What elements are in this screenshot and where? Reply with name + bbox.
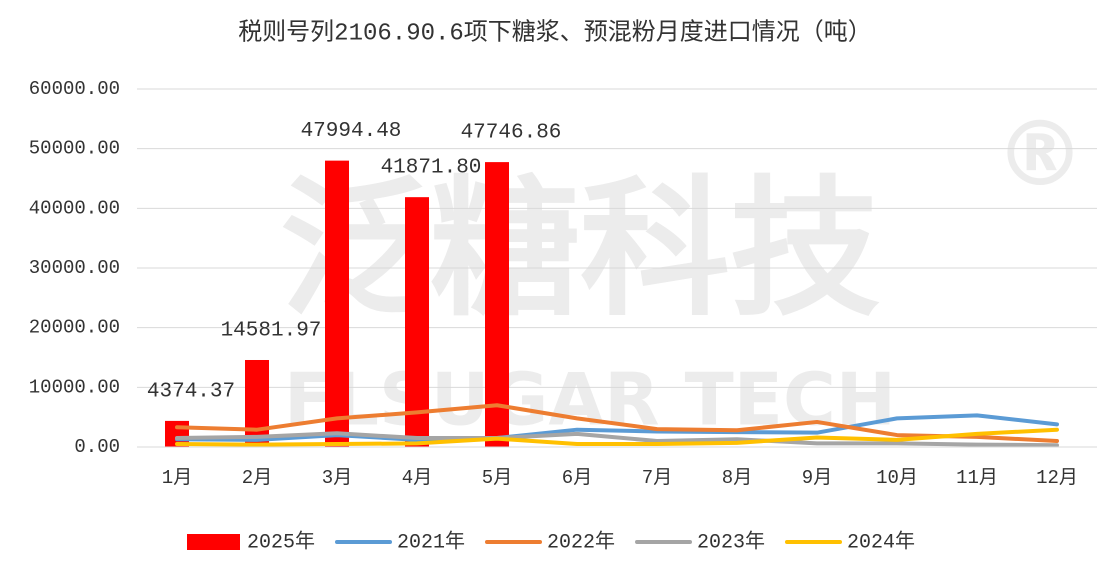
data-label: 4374.37 bbox=[147, 380, 235, 403]
y-tick-label: 50000.00 bbox=[29, 138, 120, 160]
watermark-sub: FLSUGAR TECH bbox=[284, 358, 896, 442]
bar bbox=[325, 160, 349, 447]
y-tick-label: 40000.00 bbox=[29, 197, 120, 219]
x-tick-label: 6月 bbox=[562, 467, 592, 489]
x-tick-label: 9月 bbox=[802, 467, 832, 489]
x-tick-label: 7月 bbox=[642, 467, 672, 489]
watermark-mark: ® bbox=[995, 102, 1085, 207]
legend-label: 2025年 bbox=[247, 529, 315, 554]
legend-label: 2022年 bbox=[547, 529, 615, 554]
x-tick-label: 10月 bbox=[876, 467, 918, 489]
bar bbox=[405, 197, 429, 447]
x-tick-label: 4月 bbox=[402, 467, 432, 489]
x-tick-label: 8月 bbox=[722, 467, 752, 489]
y-tick-label: 30000.00 bbox=[29, 257, 120, 279]
line bbox=[175, 431, 1059, 448]
x-tick-label: 5月 bbox=[482, 467, 512, 489]
bar bbox=[245, 359, 269, 447]
y-tick-label: 10000.00 bbox=[29, 376, 120, 398]
x-tick-label: 3月 bbox=[322, 467, 352, 489]
data-label: 14581.97 bbox=[221, 320, 322, 343]
x-tick-label: 11月 bbox=[956, 467, 998, 489]
y-tick-label: 60000.00 bbox=[29, 78, 120, 100]
data-label: 41871.80 bbox=[381, 157, 482, 180]
watermark: 泛糖科技 bbox=[280, 163, 880, 337]
line bbox=[175, 427, 1059, 447]
legend-label: 2023年 bbox=[697, 529, 765, 554]
legend-label: 2024年 bbox=[847, 529, 915, 554]
x-tick-label: 12月 bbox=[1036, 467, 1078, 489]
legend-swatch bbox=[187, 534, 240, 550]
x-tick-label: 2月 bbox=[242, 467, 272, 489]
chart-title: 税则号列2106.90.6项下糖浆、预混粉月度进口情况（吨） bbox=[238, 18, 872, 47]
line bbox=[175, 403, 1059, 444]
data-label: 47994.48 bbox=[301, 120, 402, 143]
bar bbox=[485, 162, 509, 447]
y-tick-label: 20000.00 bbox=[29, 317, 120, 339]
y-tick-label: 0.00 bbox=[74, 436, 120, 458]
data-label: 47746.86 bbox=[461, 122, 562, 145]
x-tick-label: 1月 bbox=[162, 467, 192, 489]
legend-label: 2021年 bbox=[397, 529, 465, 554]
